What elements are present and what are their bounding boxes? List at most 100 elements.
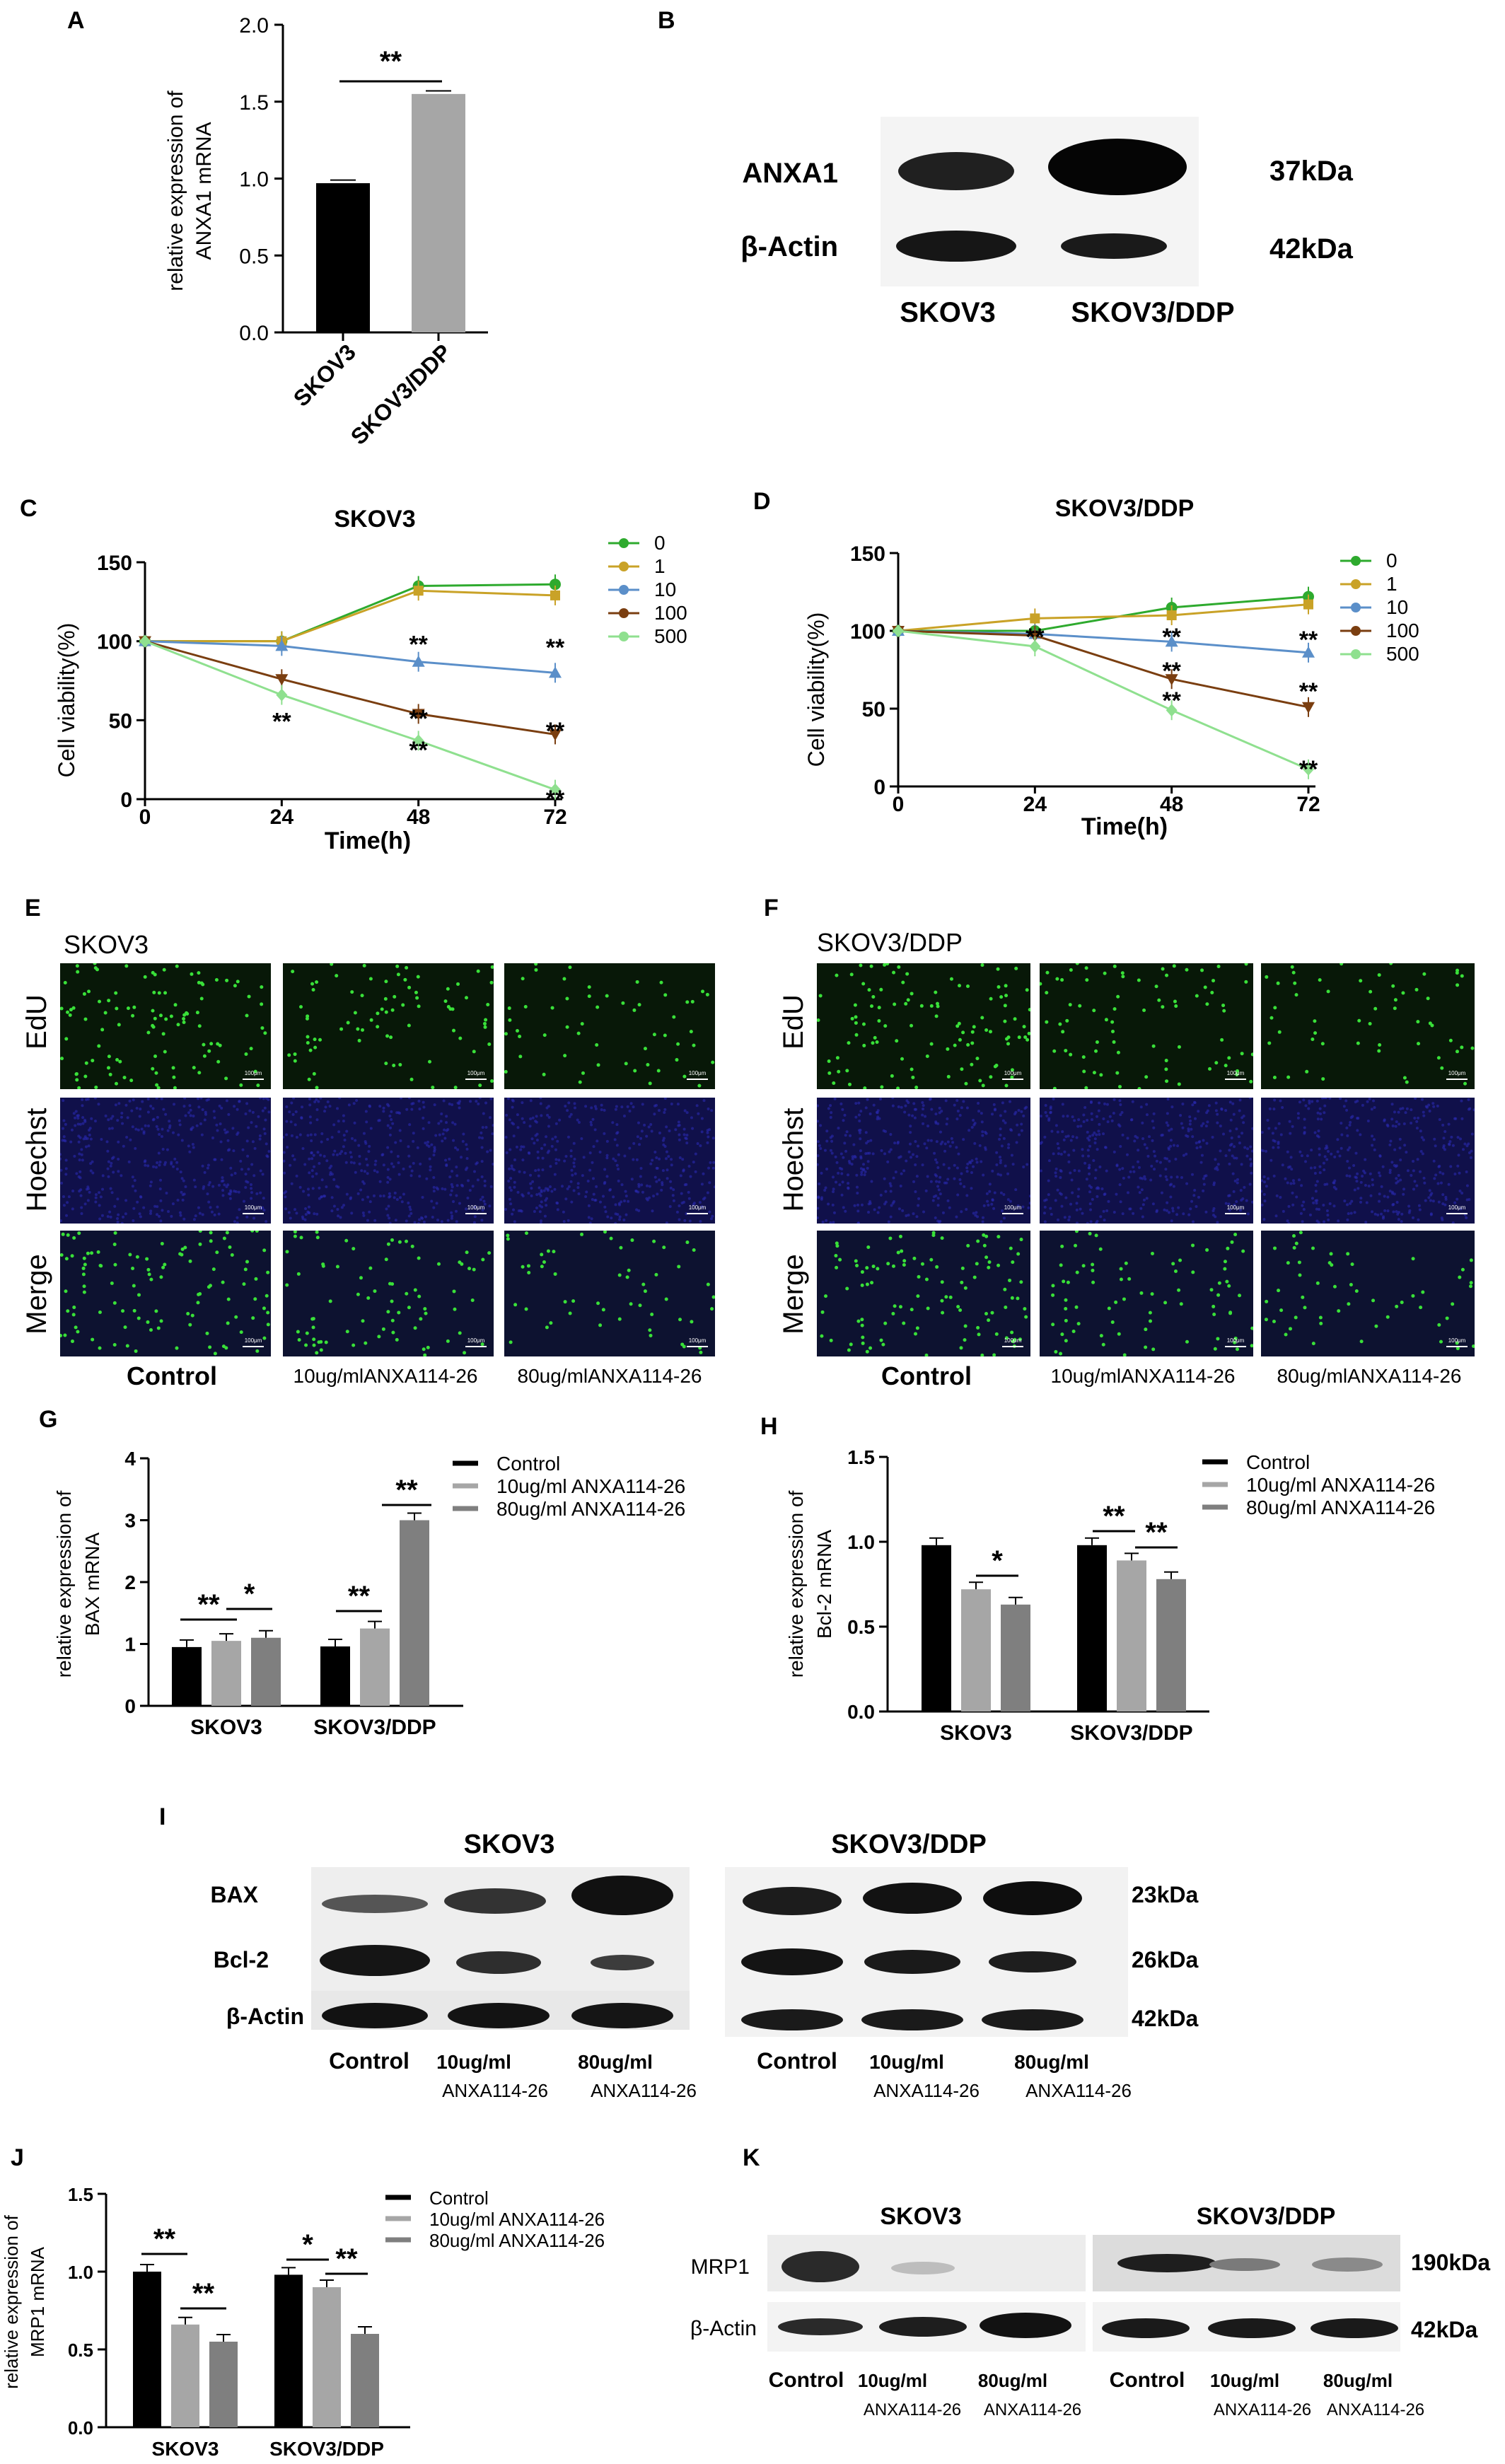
nucleus-dot <box>418 1175 422 1178</box>
nucleus-dot <box>417 1221 420 1224</box>
edu-dot <box>312 1343 316 1347</box>
nucleus-dot <box>1250 1171 1253 1175</box>
edu-dot <box>518 1035 522 1039</box>
nucleus-dot <box>555 1201 559 1204</box>
nucleus-dot <box>521 1101 524 1105</box>
nucleus-dot <box>1057 1152 1060 1156</box>
nucleus-dot <box>915 1215 919 1219</box>
nucleus-dot <box>1121 1167 1125 1170</box>
edu-dot <box>886 1262 890 1266</box>
nucleus-dot <box>1395 1120 1398 1124</box>
nucleus-dot <box>1089 1220 1093 1224</box>
nucleus-dot <box>1195 1141 1198 1145</box>
edu-dot <box>330 963 334 966</box>
nucleus-dot <box>587 1216 591 1219</box>
nucleus-dot <box>489 1098 493 1100</box>
nucleus-dot <box>432 1190 436 1193</box>
nucleus-dot <box>889 1184 893 1187</box>
edu-dot <box>361 1028 365 1032</box>
nucleus-dot <box>868 1151 871 1155</box>
nucleus-dot <box>76 1114 79 1117</box>
nucleus-dot <box>1265 1149 1268 1153</box>
panel-h-ylabel-1: relative expression of <box>785 1490 807 1678</box>
edu-dot <box>890 1074 894 1078</box>
nucleus-dot <box>1393 1110 1396 1114</box>
edu-dot <box>1469 1281 1473 1285</box>
edu-dot <box>1223 1267 1227 1271</box>
edu-dot <box>1178 1258 1182 1262</box>
nucleus-dot <box>1404 1111 1407 1115</box>
nucleus-dot <box>577 1192 581 1195</box>
nucleus-dot <box>1139 1207 1143 1210</box>
edu-dot <box>216 1059 221 1064</box>
nucleus-dot <box>1432 1159 1436 1163</box>
edu-dot <box>1051 1293 1055 1297</box>
edu-dot <box>1395 1304 1399 1308</box>
nucleus-dot <box>475 1162 478 1166</box>
edu-dot <box>359 1276 363 1280</box>
nucleus-dot <box>146 1098 150 1101</box>
edu-dot <box>1173 1269 1178 1273</box>
nucleus-dot <box>1202 1182 1206 1186</box>
edu-dot <box>705 992 709 996</box>
edu-dot <box>1313 1031 1318 1035</box>
nucleus-dot <box>181 1198 185 1202</box>
nucleus-dot <box>550 1144 554 1148</box>
nucleus-dot <box>1064 1135 1068 1139</box>
nucleus-dot <box>1231 1154 1234 1158</box>
edu-dot <box>935 1265 939 1269</box>
nucleus-dot <box>683 1109 687 1112</box>
edu-dot <box>1064 1049 1068 1053</box>
nucleus-dot <box>1262 1149 1265 1153</box>
edu-dot <box>1003 1004 1007 1008</box>
nucleus-dot <box>391 1122 395 1125</box>
nucleus-dot <box>990 1202 994 1206</box>
nucleus-dot <box>234 1190 238 1193</box>
edu-dot <box>621 1001 625 1005</box>
edu-dot <box>883 963 887 967</box>
edu-dot <box>385 1034 390 1038</box>
nucleus-dot <box>311 1187 315 1190</box>
nucleus-dot <box>1410 1121 1413 1125</box>
nucleus-dot <box>584 1195 588 1198</box>
edu-dot <box>711 1295 715 1299</box>
edu-dot <box>197 1071 202 1075</box>
nucleus-dot <box>209 1206 212 1209</box>
edu-dot <box>169 1014 173 1018</box>
edu-dot <box>632 1008 637 1012</box>
nucleus-dot <box>1170 1127 1173 1131</box>
nucleus-dot <box>1169 1195 1173 1199</box>
nucleus-dot <box>156 1127 160 1131</box>
nucleus-dot <box>1219 1125 1222 1128</box>
nucleus-dot <box>1333 1155 1337 1158</box>
nucleus-dot <box>570 1200 574 1204</box>
nucleus-dot <box>368 1104 371 1108</box>
panel-letter-c: C <box>20 495 37 522</box>
nucleus-dot <box>125 1136 129 1139</box>
nucleus-dot <box>1308 1099 1311 1103</box>
nucleus-dot <box>110 1161 113 1165</box>
nucleus-dot <box>465 1156 469 1160</box>
nucleus-dot <box>366 1163 369 1167</box>
legend-marker <box>619 585 629 595</box>
nucleus-dot <box>433 1146 436 1149</box>
nucleus-dot <box>1139 1105 1143 1109</box>
edu-dot <box>901 980 905 984</box>
nucleus-dot <box>229 1189 233 1192</box>
nucleus-dot <box>820 1171 823 1175</box>
edu-dot <box>152 990 156 994</box>
edu-dot <box>312 1071 316 1076</box>
nucleus-dot <box>1233 1156 1236 1160</box>
nucleus-dot <box>866 1160 870 1163</box>
edu-dot <box>1249 1079 1253 1083</box>
nucleus-dot <box>1398 1137 1402 1141</box>
nucleus-dot <box>1054 1167 1058 1170</box>
y-tick-label: 1 <box>124 1634 136 1656</box>
microscopy-dots: 100μm <box>60 1098 271 1224</box>
nucleus-dot <box>81 1104 84 1108</box>
nucleus-dot <box>1378 1174 1382 1178</box>
edu-dot <box>1240 1052 1244 1056</box>
nucleus-dot <box>338 1152 342 1156</box>
edu-dot <box>131 1267 135 1271</box>
nucleus-dot <box>1086 1221 1089 1224</box>
